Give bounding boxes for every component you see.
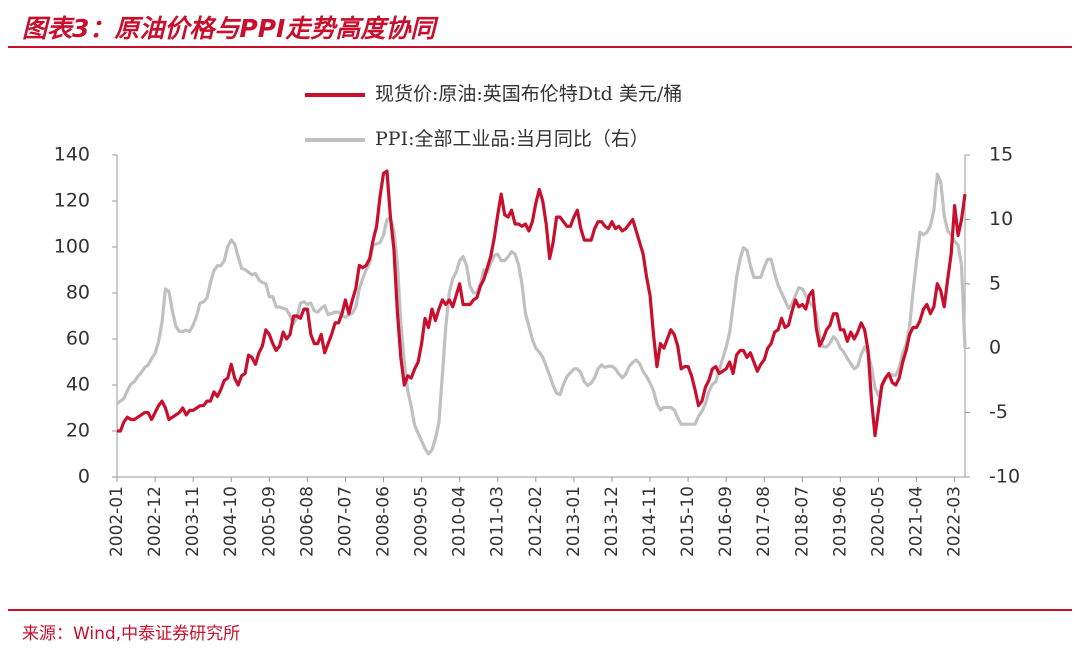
x-tick-label: 2022-03	[945, 486, 965, 557]
x-tick-label: 2003-11	[183, 486, 203, 557]
x-tick-label: 2005-09	[259, 486, 279, 557]
x-tick-label: 2015-10	[678, 486, 698, 557]
x-tick-label: 2016-09	[716, 486, 736, 557]
x-tick-label: 2004-10	[221, 486, 241, 557]
y2-tick-label: 10	[989, 208, 1013, 230]
x-tick-label: 2002-01	[107, 486, 127, 557]
y2-tick-label: 15	[989, 144, 1013, 166]
y-tick-label: 140	[54, 144, 90, 166]
source: 来源：Wind,中泰证券研究所	[22, 624, 240, 644]
x-tick-label: 2013-01	[564, 486, 584, 557]
x-tick-label: 2011-03	[488, 486, 508, 557]
y-tick-label: 0	[78, 466, 90, 488]
x-tick-label: 2019-06	[830, 486, 850, 557]
x-tick-label: 2006-08	[297, 486, 317, 557]
y2-tick-label: 5	[989, 272, 1001, 294]
y2-tick-label: -5	[989, 401, 1008, 423]
chart-title: 图表3：原油价格与PPI走势高度协同	[22, 14, 439, 43]
y-tick-label: 120	[54, 190, 90, 212]
x-tick-label: 2010-04	[450, 486, 470, 557]
x-tick-label: 2020-05	[868, 486, 888, 557]
x-tick-label: 2013-12	[602, 486, 622, 557]
x-tick-label: 2002-12	[145, 486, 165, 557]
x-tick-label: 2014-11	[640, 486, 660, 557]
series-line	[116, 172, 967, 456]
x-tick-label: 2012-02	[526, 486, 546, 557]
legend-label: 现货价:原油:英国布伦特Dtd 美元/桶	[375, 83, 682, 105]
x-tick-label: 2017-08	[754, 486, 774, 557]
series-line	[117, 169, 967, 438]
y-tick-label: 80	[66, 282, 90, 304]
y2-tick-label: 0	[989, 337, 1001, 359]
x-tick-label: 2021-04	[907, 486, 927, 557]
y2-tick-label: -10	[989, 466, 1020, 488]
y-tick-label: 60	[66, 328, 90, 350]
y-tick-label: 40	[66, 374, 90, 396]
y-tick-label: 20	[66, 420, 90, 442]
x-tick-label: 2009-05	[412, 486, 432, 557]
legend-label: PPI:全部工业品:当月同比（右）	[375, 128, 649, 150]
x-tick-label: 2007-07	[335, 486, 355, 557]
y-tick-label: 100	[54, 236, 90, 258]
x-tick-label: 2018-07	[792, 486, 812, 557]
x-tick-label: 2008-06	[374, 486, 394, 557]
